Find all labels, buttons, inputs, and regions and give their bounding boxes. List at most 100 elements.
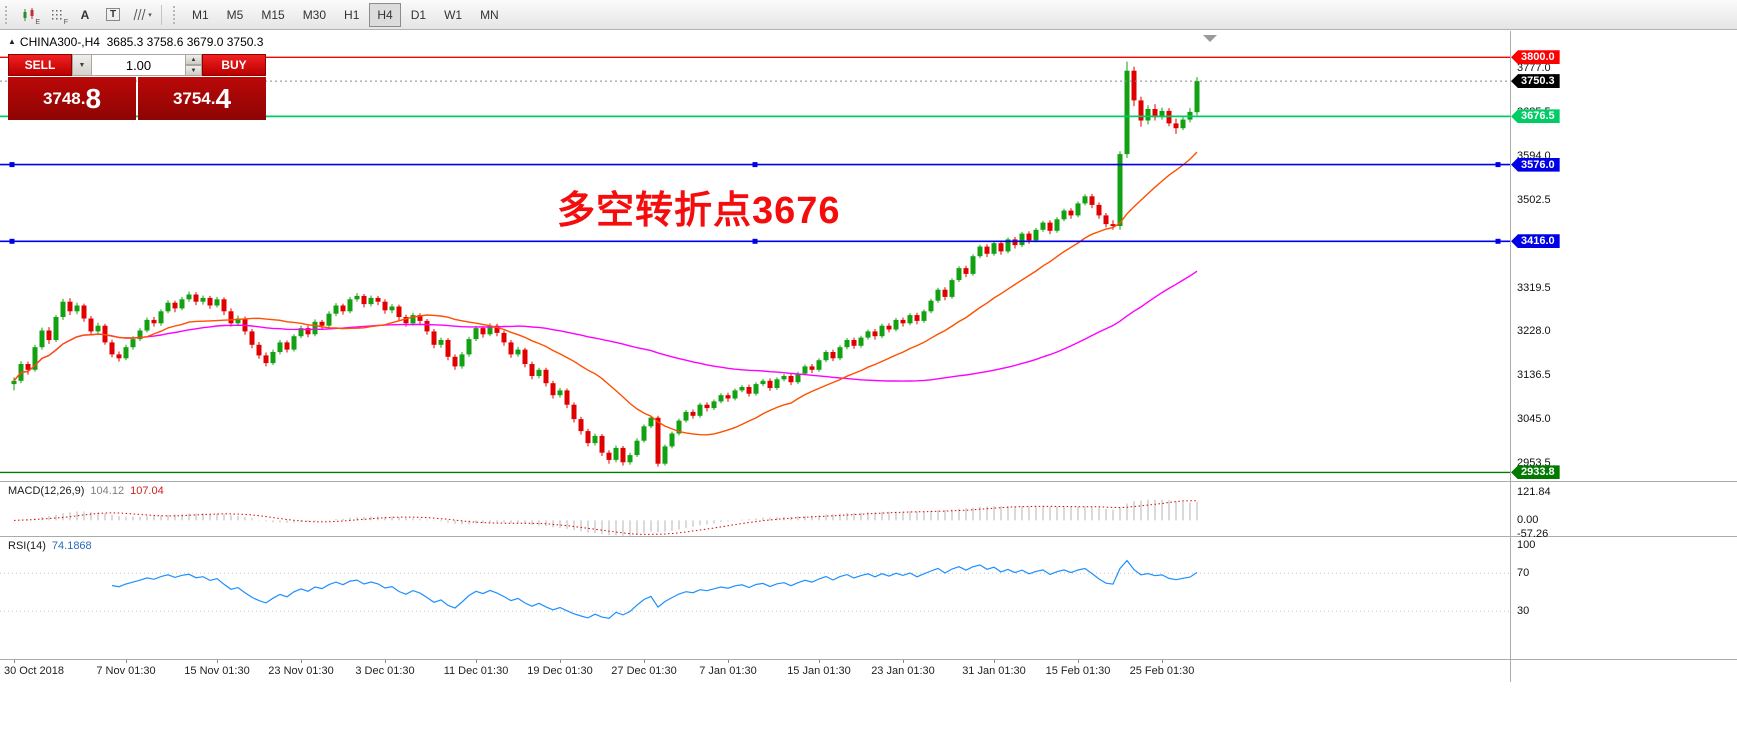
time-label: 23 Jan 01:30 <box>871 665 935 677</box>
price-tick: 3502.5 <box>1517 193 1551 206</box>
rsi-axis-tick: 100 <box>1517 538 1536 551</box>
ask-main-digits: 3754. <box>172 88 216 108</box>
macd-panel[interactable]: MACD(12,26,9) 104.12 107.04 <box>0 482 1510 536</box>
grid-icon[interactable]: F <box>44 3 70 27</box>
bid-price-label: 3750.3 <box>1511 74 1560 89</box>
rsi-label: RSI(14) 74.1868 <box>8 540 92 552</box>
tf-button-d1[interactable]: D1 <box>410 7 427 22</box>
ohlc-values: 3685.3 3758.6 3679.0 3750.3 <box>106 35 264 49</box>
ma-fast-line <box>13 151 1198 436</box>
time-label: 27 Dec 01:30 <box>611 665 677 677</box>
line-price-label: 3676.5 <box>1511 109 1560 124</box>
bid-price-display[interactable]: 3748. 8 <box>8 77 136 120</box>
macd-main-value: 104.12 <box>90 485 125 497</box>
axis-separator <box>1510 31 1511 682</box>
tf-button-h4[interactable]: H4 <box>369 2 401 27</box>
macd-axis-tick: -57.26 <box>1517 527 1549 540</box>
rsi-axis-tick: 30 <box>1517 605 1530 618</box>
macd-axis-tick: 0.00 <box>1517 514 1539 527</box>
macd-canvas <box>13 499 1198 536</box>
time-label: 11 Dec 01:30 <box>443 665 509 677</box>
sell-button[interactable]: SELL <box>8 54 72 76</box>
time-label: 7 Nov 01:30 <box>96 665 156 677</box>
rsi-panel[interactable]: RSI(14) 74.1868 <box>0 537 1510 659</box>
down-arrow-icon: ▼ <box>190 67 197 74</box>
macd-signal-line <box>13 500 1197 535</box>
symbol-period-label: CHINA300-,H4 <box>19 35 100 49</box>
time-label: 7 Jan 01:30 <box>699 665 757 677</box>
candlestick-chart-icon[interactable]: E <box>16 3 42 27</box>
tf-button-m15[interactable]: M15 <box>261 7 285 22</box>
dropdown-caret-icon: ▼ <box>78 61 86 69</box>
macd-name: MACD(12,26,9) <box>8 485 85 497</box>
price-chart-canvas[interactable] <box>0 31 1510 481</box>
time-label: 19 Dec 01:30 <box>527 665 593 677</box>
rsi-canvas <box>0 559 1510 619</box>
price-tick: 3228.0 <box>1517 325 1551 338</box>
toolbar: E F A T ▾ M1 M5 M15 M30 H1 H4 D1 W1 MN <box>0 0 1737 30</box>
line-studies-toolbar: E F A T ▾ <box>15 3 155 27</box>
candlesticks <box>11 61 1200 467</box>
buy-button[interactable]: BUY <box>202 54 266 76</box>
toolbar-separator <box>161 4 162 25</box>
tf-button-h1[interactable]: H1 <box>344 7 360 22</box>
tf-button-w1[interactable]: W1 <box>444 7 463 22</box>
chart-annotation: 多空转折点3676 <box>557 190 841 232</box>
time-label: 25 Feb 01:30 <box>1129 665 1195 677</box>
text-label-icon[interactable]: A <box>80 7 90 22</box>
volume-up-button[interactable]: ▲ <box>186 54 202 65</box>
line-price-label: 3576.0 <box>1511 157 1560 172</box>
price-tick: 3319.5 <box>1517 281 1551 294</box>
volume-down-button[interactable]: ▼ <box>186 65 202 76</box>
time-label: 15 Jan 01:30 <box>787 665 851 677</box>
tf-button-m30[interactable]: M30 <box>302 7 327 22</box>
macd-signal-value: 107.04 <box>130 485 164 497</box>
time-label: 3 Dec 01:30 <box>355 665 415 677</box>
line-price-label: 3416.0 <box>1511 234 1560 249</box>
cycle-lines-icon[interactable]: ▾ <box>128 3 154 27</box>
rsi-value: 74.1868 <box>51 540 92 552</box>
chart-shift-marker-icon[interactable] <box>1203 35 1217 42</box>
time-label: 30 Oct 2018 <box>4 665 64 677</box>
ask-pip-digit: 4 <box>215 82 232 114</box>
volume-stepper: ▲ ▼ <box>186 54 202 76</box>
rsi-axis-tick: 70 <box>1517 567 1530 580</box>
time-label: 23 Nov 01:30 <box>268 665 334 677</box>
price-tick: 3136.5 <box>1517 369 1551 382</box>
chart-title: ▲ CHINA300-,H4 3685.3 3758.6 3679.0 3750.… <box>8 35 263 49</box>
hline-3576.0[interactable] <box>0 162 1510 168</box>
up-arrow-icon: ▲ <box>190 56 197 63</box>
bid-main-digits: 3748. <box>42 88 86 108</box>
time-label: 31 Jan 01:30 <box>962 665 1026 677</box>
panel-separator <box>0 659 1737 660</box>
timeframe-toolbar-drag-grip[interactable] <box>173 5 178 24</box>
time-axis[interactable]: 30 Oct 2018 7 Nov 01:30 15 Nov 01:30 23 Nov… <box>0 660 1510 682</box>
line-price-label: 3800.0 <box>1511 50 1560 65</box>
one-click-trading-panel: SELL ▼ ▲ ▼ BUY 3748.8 3754.4 <box>8 54 266 120</box>
panel-separator[interactable] <box>0 481 1737 482</box>
price-tick: 3777.0 <box>1517 62 1551 75</box>
tf-button-m1[interactable]: M1 <box>192 7 209 22</box>
volume-input[interactable] <box>92 54 186 76</box>
collapse-one-click-arrow-icon[interactable]: ▲ <box>8 37 16 46</box>
tf-button-mn[interactable]: MN <box>480 7 499 22</box>
bid-pip-digit: 8 <box>85 82 102 114</box>
timeframe-toolbar: M1 M5 M15 M30 H1 H4 D1 W1 MN <box>183 2 508 27</box>
panel-separator[interactable] <box>0 536 1737 537</box>
price-tick: 3045.0 <box>1517 413 1551 426</box>
macd-axis-tick: 121.84 <box>1517 486 1551 498</box>
price-chart-panel[interactable]: ▲ CHINA300-,H4 3685.3 3758.6 3679.0 3750.… <box>0 31 1510 481</box>
line-price-label: 2933.8 <box>1511 465 1560 480</box>
price-axis[interactable]: 3777.03685.53594.03502.53319.53228.03136… <box>1511 0 1737 754</box>
tf-button-m5[interactable]: M5 <box>226 7 244 22</box>
ask-price-display[interactable]: 3754. 4 <box>138 77 266 120</box>
text-box-icon[interactable]: T <box>100 3 126 27</box>
volume-dropdown-button[interactable]: ▼ <box>72 54 92 76</box>
hline-3416.0[interactable] <box>0 238 1510 244</box>
rsi-name: RSI(14) <box>8 540 46 552</box>
time-label: 15 Feb 01:30 <box>1045 665 1111 677</box>
ma-slow-line <box>13 270 1198 382</box>
macd-label: MACD(12,26,9) 104.12 107.04 <box>8 485 164 497</box>
toolbar-drag-grip[interactable] <box>5 5 10 24</box>
